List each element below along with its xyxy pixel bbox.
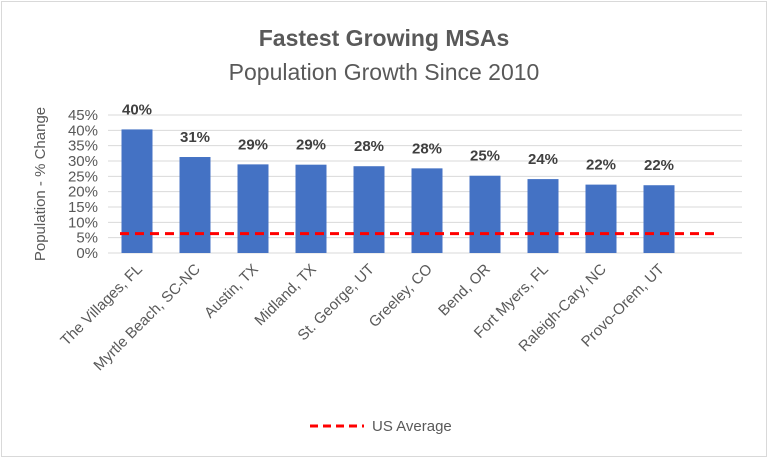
y-tick-label: 10% <box>68 214 98 231</box>
bar <box>411 168 443 253</box>
chart-title: Fastest Growing MSAs <box>259 25 509 51</box>
y-tick-label: 0% <box>76 245 98 262</box>
y-tick-label: 35% <box>68 138 98 155</box>
data-label: 25% <box>470 148 500 165</box>
data-label: 29% <box>238 136 268 153</box>
chart-subtitle: Population Growth Since 2010 <box>229 59 540 85</box>
data-label: 28% <box>412 140 442 157</box>
y-tick-label: 40% <box>68 122 98 139</box>
data-label: 22% <box>586 157 616 174</box>
bar <box>585 184 617 253</box>
bar <box>237 164 269 253</box>
data-label: 28% <box>354 138 384 155</box>
y-tick-label: 45% <box>68 107 98 124</box>
y-tick-label: 25% <box>68 168 98 185</box>
data-label: 40% <box>122 101 152 118</box>
data-label: 22% <box>644 157 674 174</box>
y-tick-label: 15% <box>68 199 98 216</box>
bar <box>643 185 675 253</box>
bar <box>469 175 501 253</box>
data-label: 29% <box>296 137 326 154</box>
data-label: 24% <box>528 151 558 168</box>
y-tick-label: 30% <box>68 153 98 170</box>
bar <box>353 166 385 253</box>
x-tick-label: Bend, OR <box>435 261 494 320</box>
y-tick-label: 20% <box>68 184 98 201</box>
bar <box>179 157 211 253</box>
y-axis-title: Population - % Change <box>32 107 49 261</box>
y-tick-label: 5% <box>76 230 98 247</box>
x-tick-label: Austin, TX <box>201 261 262 322</box>
data-label: 31% <box>180 129 210 146</box>
legend-us-average-label: US Average <box>372 418 452 435</box>
x-tick-label: Myrtle Beach, SC-NC <box>90 261 204 375</box>
bar <box>527 179 559 253</box>
bar <box>295 164 327 253</box>
